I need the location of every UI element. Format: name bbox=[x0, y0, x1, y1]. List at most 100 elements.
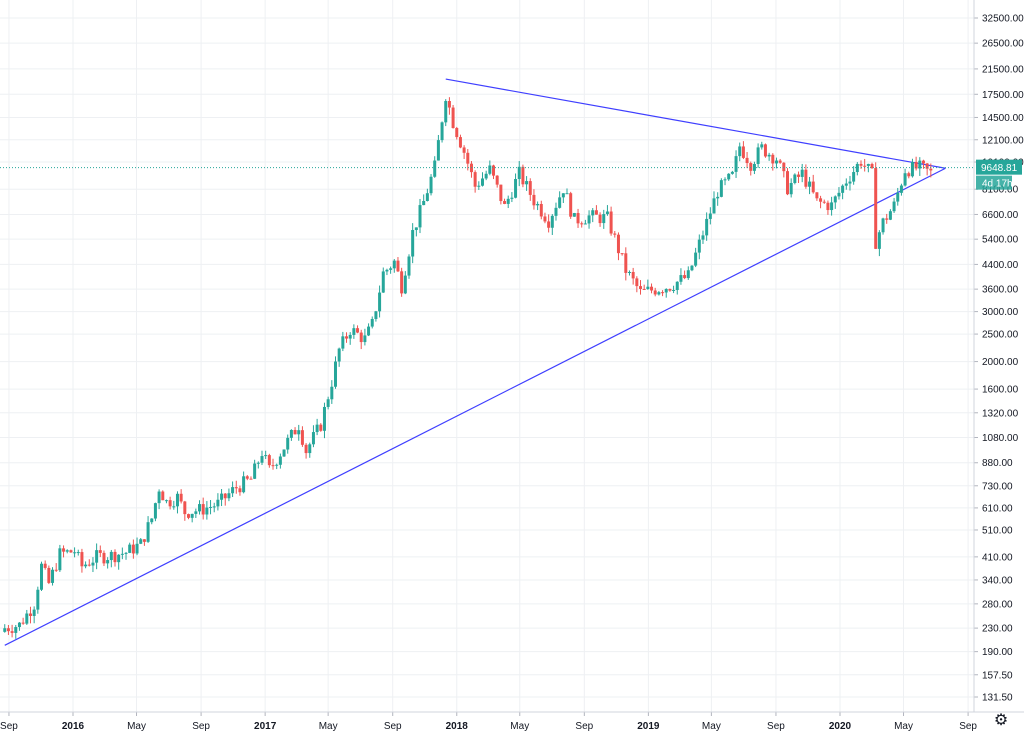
candle-body bbox=[627, 271, 631, 273]
candle-body bbox=[14, 627, 18, 633]
candle-body bbox=[209, 506, 213, 508]
candle-body bbox=[422, 200, 426, 206]
candle-body bbox=[142, 539, 146, 542]
candle-body bbox=[738, 146, 742, 157]
time-tick-label: Sep bbox=[575, 721, 593, 732]
candle-body bbox=[583, 223, 587, 225]
time-axis[interactable]: Sep 2016 May Sep 2017 May Sep 2018 May Sep 2019 May… bbox=[0, 711, 1024, 732]
candle-body bbox=[414, 227, 418, 231]
time-tick-label: 2019 bbox=[637, 721, 660, 732]
candle-body bbox=[514, 179, 518, 198]
candle-body bbox=[921, 160, 925, 164]
candle-body bbox=[6, 628, 10, 632]
candle-body bbox=[797, 174, 801, 177]
candles bbox=[3, 97, 933, 639]
candle-body bbox=[473, 172, 477, 187]
price-tick-label: 280.00 bbox=[982, 599, 1013, 610]
candle-body bbox=[400, 271, 404, 294]
candle-body bbox=[624, 253, 628, 273]
candle-body bbox=[789, 182, 793, 195]
candle-body bbox=[286, 437, 290, 450]
time-tick-label: May bbox=[702, 721, 721, 732]
candle-body bbox=[455, 128, 459, 138]
candle-body bbox=[403, 275, 407, 294]
price-tick-label: 610.00 bbox=[982, 503, 1013, 514]
candle-body bbox=[153, 503, 157, 519]
time-tick-label: 2020 bbox=[829, 721, 852, 732]
candle-body bbox=[877, 232, 881, 249]
candle-body bbox=[131, 544, 135, 554]
price-tick-label: 2500.00 bbox=[982, 330, 1019, 341]
candle-body bbox=[227, 493, 231, 499]
candle-body bbox=[275, 464, 279, 466]
candle-body bbox=[686, 270, 690, 279]
candle-body bbox=[565, 193, 569, 195]
candle-body bbox=[866, 163, 870, 166]
last-price-badge bbox=[976, 159, 1022, 175]
candle-body bbox=[433, 160, 437, 177]
candle-body bbox=[73, 552, 77, 554]
candle-body bbox=[396, 260, 400, 272]
time-tick-label: May bbox=[127, 721, 146, 732]
price-tick-label: 340.00 bbox=[982, 575, 1013, 586]
candle-body bbox=[804, 169, 808, 187]
candle-body bbox=[859, 163, 863, 166]
candle-body bbox=[179, 493, 183, 502]
candle-body bbox=[499, 184, 503, 202]
time-tick-label: Sep bbox=[384, 721, 402, 732]
candle-body bbox=[65, 550, 69, 552]
candle-body bbox=[32, 609, 36, 616]
candle-body bbox=[411, 230, 415, 257]
candle-body bbox=[374, 311, 378, 319]
candle-body bbox=[194, 511, 198, 514]
time-tick-label: May bbox=[894, 721, 913, 732]
last-price-label: 9648.81 bbox=[981, 163, 1018, 174]
candle-body bbox=[484, 173, 488, 179]
candle-body bbox=[120, 553, 124, 555]
price-tick-label: 5400.00 bbox=[982, 235, 1019, 246]
candle-body bbox=[436, 140, 440, 161]
candle-body bbox=[308, 444, 312, 454]
candle-body bbox=[554, 207, 558, 216]
candle-body bbox=[304, 444, 308, 454]
candle-body bbox=[418, 205, 422, 228]
candle-body bbox=[833, 196, 837, 203]
trendline-lower[interactable] bbox=[4, 167, 946, 646]
candle-body bbox=[819, 198, 823, 202]
candle-body bbox=[771, 154, 775, 164]
price-tick-label: 32500.00 bbox=[982, 14, 1024, 25]
time-tick-label: May bbox=[319, 721, 338, 732]
candle-body bbox=[297, 430, 301, 435]
candle-body bbox=[425, 193, 429, 201]
candle-body bbox=[10, 631, 14, 633]
candle-body bbox=[198, 504, 202, 512]
candle-body bbox=[253, 463, 257, 479]
candle-body bbox=[175, 493, 179, 507]
price-tick-label: 2000.00 bbox=[982, 357, 1019, 368]
candle-body bbox=[594, 210, 598, 215]
trendlines[interactable] bbox=[4, 78, 946, 646]
candle-body bbox=[723, 179, 727, 181]
candle-body bbox=[36, 589, 40, 610]
candle-body bbox=[602, 214, 606, 224]
candle-body bbox=[874, 168, 878, 249]
time-tick-label: Sep bbox=[767, 721, 785, 732]
gear-icon[interactable]: ⚙ bbox=[993, 712, 1009, 729]
trendline-upper[interactable] bbox=[445, 78, 946, 169]
candle-body bbox=[543, 216, 547, 222]
price-axis[interactable]: 32500.00 26500.00 21500.00 17500.00 14500.00… bbox=[973, 0, 1024, 712]
candle-body bbox=[40, 563, 44, 590]
candle-body bbox=[767, 154, 771, 157]
candle-body bbox=[345, 336, 349, 339]
candle-body bbox=[205, 507, 209, 515]
candle-body bbox=[352, 328, 356, 335]
time-tick-label: 2016 bbox=[62, 721, 85, 732]
candle-body bbox=[822, 201, 826, 203]
candle-body bbox=[701, 235, 705, 240]
price-tick-label: 1320.00 bbox=[982, 408, 1019, 419]
candle-body bbox=[80, 552, 84, 567]
candle-body bbox=[503, 201, 507, 204]
candle-body bbox=[705, 218, 709, 236]
